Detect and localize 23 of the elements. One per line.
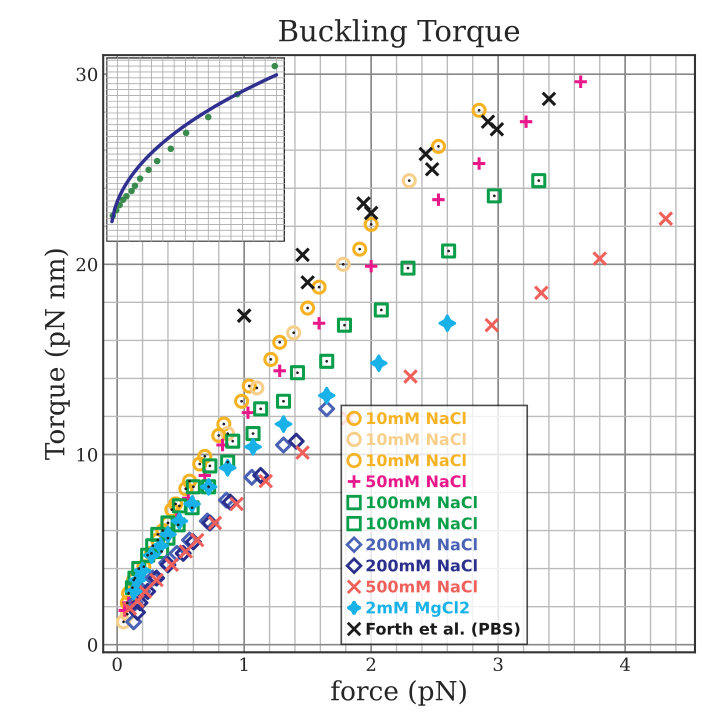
y-tick-label: 10: [78, 448, 98, 462]
legend-label: 200mM NaCl: [366, 538, 477, 550]
legend-label: 10mM NaCl: [367, 454, 466, 466]
legend-label: 10mM NaCl: [367, 432, 466, 446]
x-tick-label: 4: [620, 657, 630, 671]
legend-label: 2mM MgCl2: [366, 601, 469, 617]
x-axis-title: force (pN): [331, 680, 466, 706]
y-axis-title: Torque (pN nm): [44, 249, 70, 460]
chart-title: Buckling Torque: [279, 19, 520, 48]
y-tick-label: 0: [88, 638, 98, 652]
legend-label: Forth et al. (PBS): [366, 622, 520, 637]
legend-label: 500mM NaCl: [366, 580, 477, 593]
legend-label: 50mM NaCl: [366, 474, 466, 488]
legend-label: 200mM NaCl: [366, 559, 477, 572]
legend-label: 10mM NaCl: [367, 412, 466, 424]
y-tick-label: 20: [76, 258, 98, 272]
legend-label: 100mM NaCl: [367, 496, 477, 508]
y-tick-label: 30: [76, 68, 98, 82]
x-tick-label: 1: [240, 657, 248, 671]
x-tick-label: 3: [494, 657, 503, 672]
x-tick-label: 0: [112, 657, 122, 672]
legend-label: 100mM NaCl: [367, 517, 477, 530]
x-tick-label: 2: [366, 657, 376, 671]
